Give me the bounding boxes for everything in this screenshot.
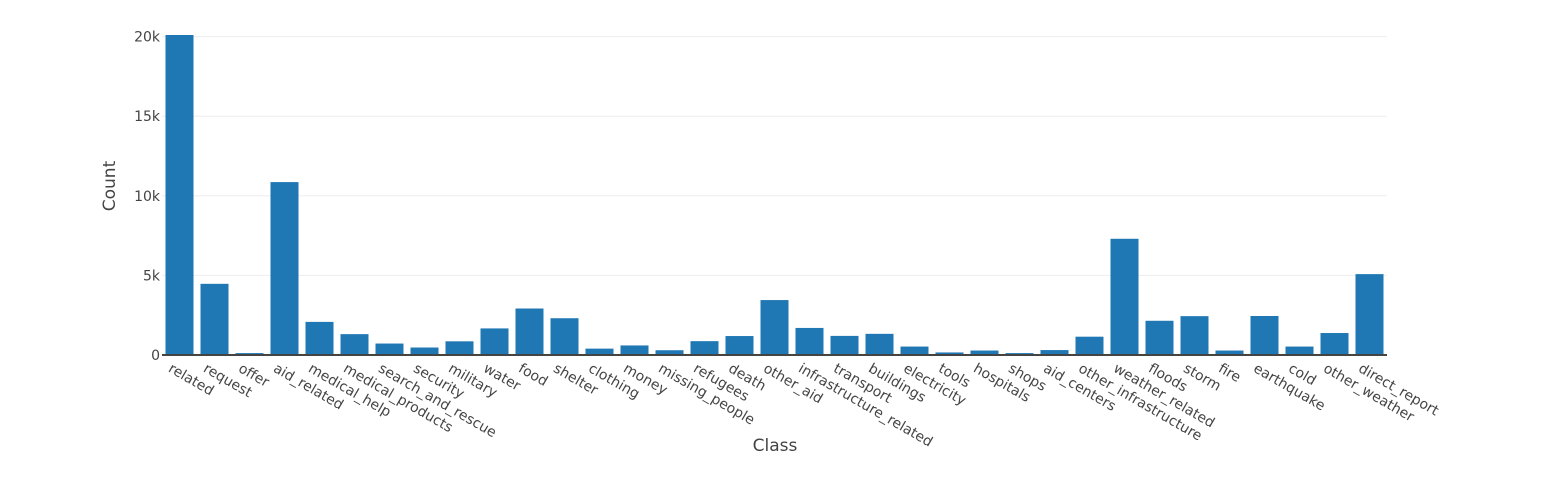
bar-missing-people[interactable] [655,350,684,355]
bar-medical-help[interactable] [305,321,334,355]
bar-weather-related[interactable] [1110,238,1139,355]
x-tick-label: food [516,361,551,390]
y-tick-label: 15k [134,109,161,125]
bar-request[interactable] [200,283,229,355]
bars [165,35,1384,355]
bar-tools[interactable] [935,352,964,355]
x-tick-labels: relatedrequestofferaid_relatedmedical_he… [166,361,1442,451]
y-gridlines [162,36,1387,276]
bar-related[interactable] [165,35,194,355]
bar-floods[interactable] [1145,320,1174,355]
bar-search-and-rescue[interactable] [375,343,404,355]
x-axis-title: Class [753,436,798,456]
bar-buildings[interactable] [865,333,894,355]
y-axis-title: Count [100,160,120,211]
y-tick-label: 20k [134,30,161,46]
bar-money[interactable] [620,345,649,355]
bar-medical-products[interactable] [340,334,369,355]
bar-other-aid[interactable] [760,300,789,355]
bar-other-weather[interactable] [1320,333,1349,355]
y-tick-labels: 0 5k 10k 15k 20k [134,30,161,364]
bar-food[interactable] [515,308,544,355]
bar-direct-report[interactable] [1355,274,1384,355]
bar-infrastructure-related[interactable] [795,327,824,355]
bar-aid-centers[interactable] [1040,350,1069,355]
y-tick-label: 5k [143,268,161,284]
bar-security[interactable] [410,347,439,355]
bar-electricity[interactable] [900,346,929,355]
bar-military[interactable] [445,341,474,355]
x-tick-label: storm [1181,361,1224,395]
bar-earthquake[interactable] [1250,315,1279,355]
bar-shelter[interactable] [550,318,579,355]
y-tick-label: 0 [151,348,160,364]
bar-cold[interactable] [1285,346,1314,355]
bar-storm[interactable] [1180,316,1209,355]
y-tick-label: 10k [134,189,161,205]
bar-hospitals[interactable] [970,350,999,355]
bar-water[interactable] [480,328,509,355]
bar-aid-related[interactable] [270,182,299,355]
bar-death[interactable] [725,336,754,355]
bar-transport[interactable] [830,335,859,355]
bar-clothing[interactable] [585,348,614,355]
bar-refugees[interactable] [690,341,719,355]
bar-fire[interactable] [1215,350,1244,355]
bar-other-infrastructure[interactable] [1075,336,1104,355]
